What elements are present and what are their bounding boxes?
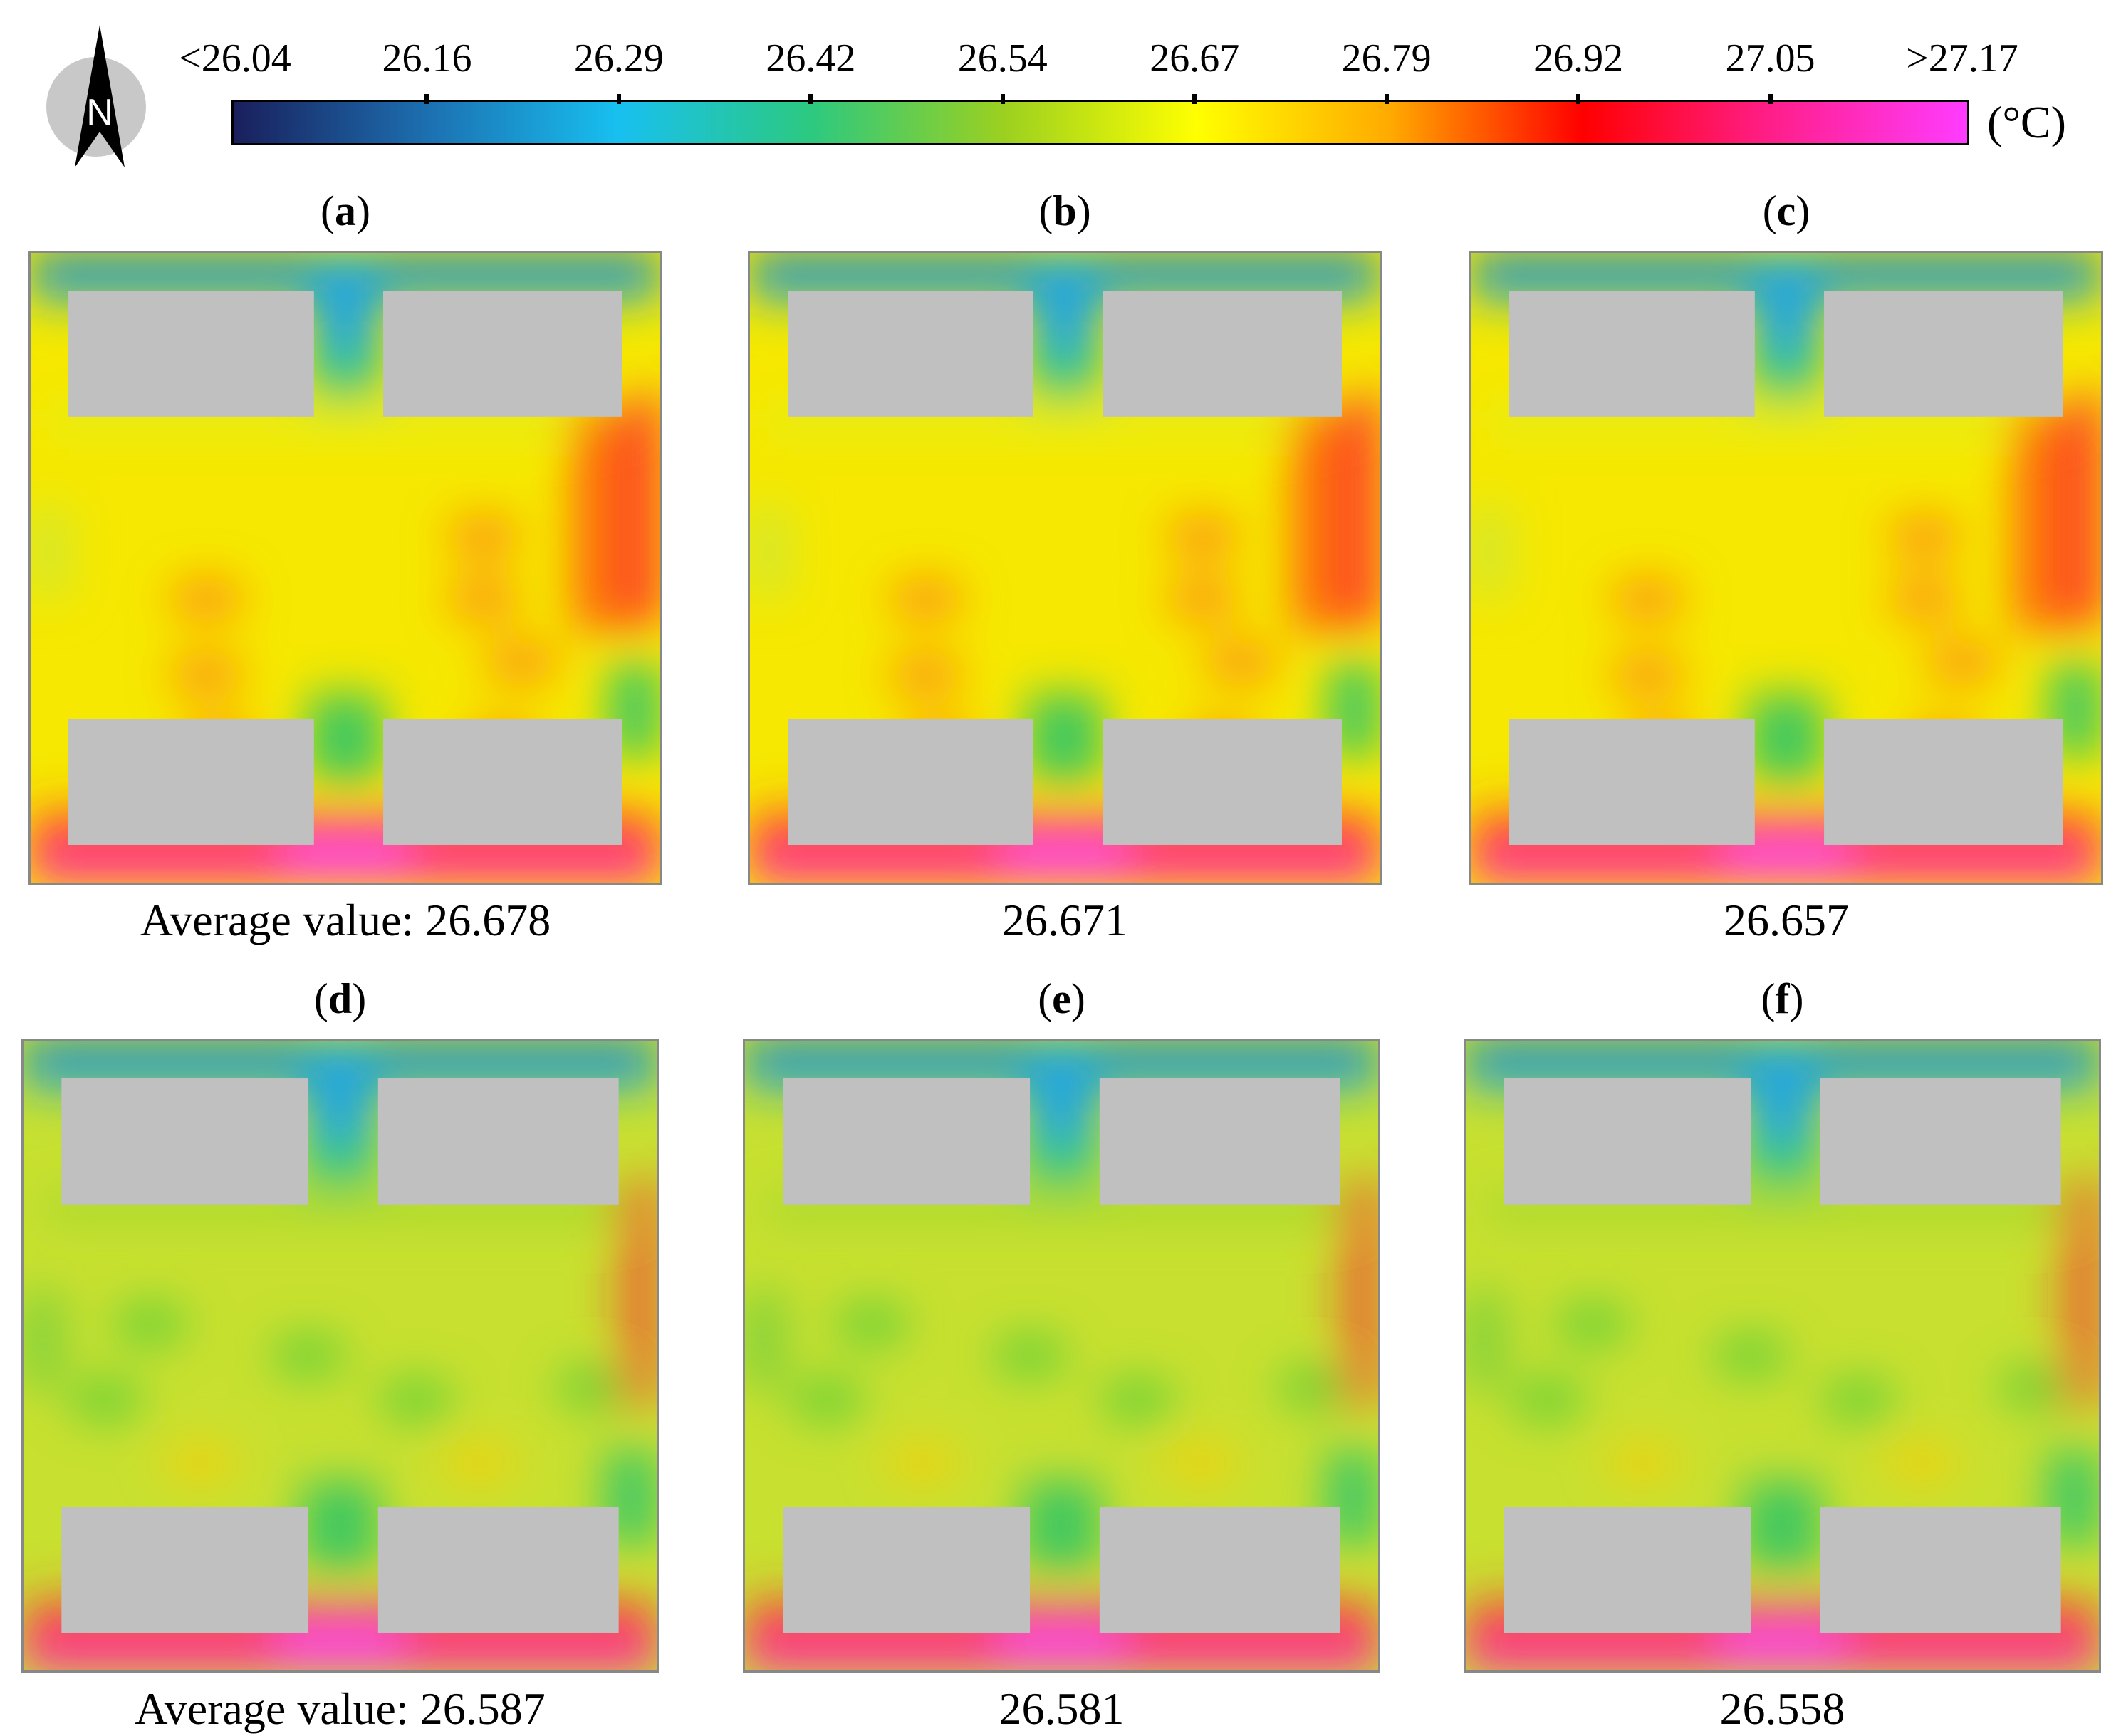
heatmap-panel-b <box>748 251 1382 885</box>
colorbar-tick-label: 26.16 <box>382 36 472 80</box>
average-caption-e: 26.581 <box>999 1683 1125 1734</box>
panel-label-f: (f) <box>1761 975 1804 1022</box>
heatmap-panel-f <box>1464 1039 2101 1673</box>
colorbar-tick-label: 26.29 <box>573 36 664 80</box>
colorbar-tick-label: 26.67 <box>1150 36 1240 80</box>
north-label: N <box>86 92 113 133</box>
colorbar-tick-label: 27.05 <box>1725 36 1815 80</box>
colorbar-tick-label: <26.04 <box>179 36 291 80</box>
colorbar-tick-mark <box>616 94 621 104</box>
heatmap-panel-d <box>21 1039 659 1673</box>
colorbar-tick-mark <box>1384 94 1389 104</box>
panel-label-e: (e) <box>1038 975 1085 1022</box>
colorbar <box>231 100 1969 145</box>
heatmap-panel-a <box>28 251 662 885</box>
colorbar-tick-mark <box>1192 94 1197 104</box>
panel-label-a: (a) <box>321 187 370 234</box>
colorbar-tick-label: 26.92 <box>1533 36 1624 80</box>
colorbar-tick-label: 26.54 <box>957 36 1048 80</box>
average-caption-c: 26.657 <box>1724 895 1849 945</box>
colorbar-tick-mark <box>424 94 429 104</box>
panel-label-c: (c) <box>1762 187 1810 234</box>
panel-label-d: (d) <box>313 975 367 1022</box>
colorbar-tick-mark <box>1576 94 1581 104</box>
average-caption-b: 26.671 <box>1002 895 1127 945</box>
average-caption-d: Average value: 26.587 <box>135 1683 546 1734</box>
colorbar-tick-label: >27.17 <box>1906 36 2018 80</box>
average-caption-a: Average value: 26.678 <box>140 895 551 945</box>
colorbar-tick-mark <box>808 94 813 104</box>
colorbar-tick-mark <box>1000 94 1005 104</box>
average-caption-f: 26.558 <box>1719 1683 1845 1734</box>
colorbar-tick-label: 26.79 <box>1341 36 1432 80</box>
north-arrow-icon: N <box>39 25 160 175</box>
colorbar-tick-label: 26.42 <box>766 36 856 80</box>
panel-label-b: (b) <box>1038 187 1091 234</box>
colorbar-tick-mark <box>1768 94 1773 104</box>
heatmap-panel-e <box>743 1039 1380 1673</box>
heatmap-panel-c <box>1469 251 2103 885</box>
unit-label: (°C) <box>1987 97 2066 147</box>
